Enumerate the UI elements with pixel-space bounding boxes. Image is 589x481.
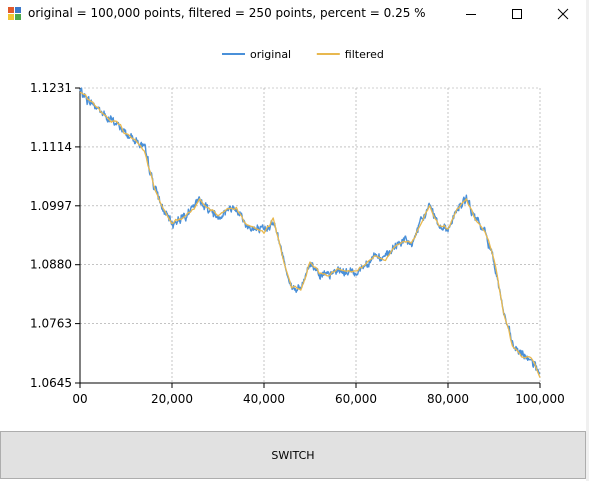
window-title: original = 100,000 points, filtered = 25… [28, 6, 426, 20]
y-tick-label: 1.1231 [30, 81, 72, 95]
x-tick-label: 40,000 [243, 392, 285, 406]
close-icon [557, 8, 569, 20]
window-edge [586, 0, 589, 481]
legend-label-filtered: filtered [345, 48, 384, 61]
tick-labels: 1.0645 1.0763 1.0880 1.0997 1.1114 1.1231 00 20… [30, 81, 565, 406]
x-tick-label: 80,000 [427, 392, 469, 406]
app-icon [8, 7, 21, 20]
x-tick-label: 60,000 [335, 392, 377, 406]
series-line-original [79, 87, 541, 375]
maximize-icon [512, 9, 522, 19]
minimize-icon [466, 14, 476, 15]
x-tick-label: 20,000 [151, 392, 193, 406]
y-tick-label: 1.0645 [30, 376, 72, 390]
close-button[interactable] [540, 0, 586, 28]
maximize-button[interactable] [494, 0, 540, 28]
grid [80, 87, 541, 383]
title-bar: original = 100,000 points, filtered = 25… [0, 0, 589, 28]
y-tick-label: 1.0880 [30, 258, 72, 272]
series-line-filtered [79, 91, 541, 378]
minimize-button[interactable] [448, 0, 494, 28]
chart-area: original filtered 1.0645 1.0763 1.0880 1.0997… [0, 28, 589, 430]
switch-button[interactable]: SWITCH [0, 431, 586, 479]
x-tick-label: 100,000 [515, 392, 565, 406]
y-tick-label: 1.0763 [30, 317, 72, 331]
legend: original filtered [222, 48, 384, 61]
legend-label-original: original [250, 48, 291, 61]
x-tick-label: 00 [72, 392, 87, 406]
y-tick-label: 1.0997 [30, 199, 72, 213]
line-chart: original filtered 1.0645 1.0763 1.0880 1.0997… [30, 48, 565, 406]
y-tick-label: 1.1114 [30, 140, 72, 154]
